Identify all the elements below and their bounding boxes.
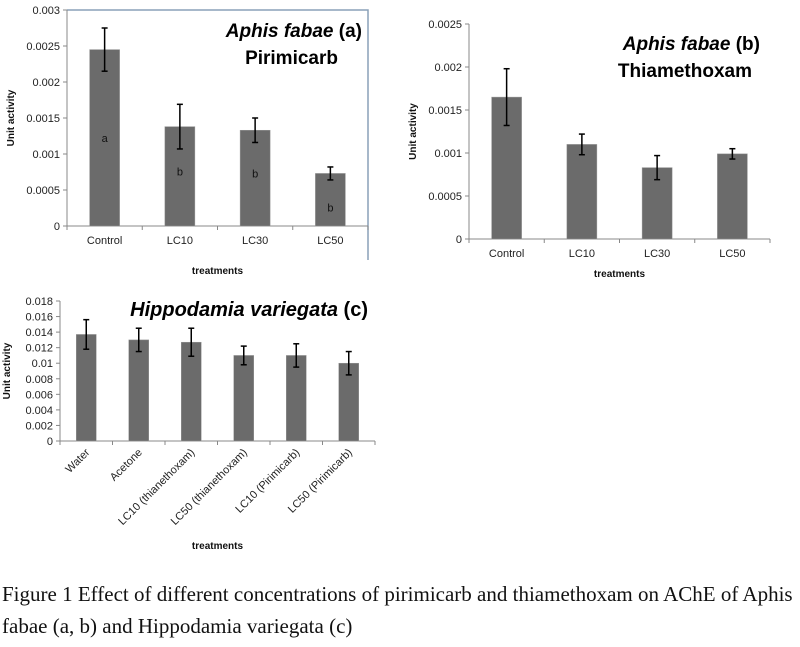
- error-bar: [83, 318, 90, 350]
- bar: [76, 334, 97, 442]
- y-tick-label: 0.003: [32, 5, 60, 17]
- significance-letter: b: [177, 166, 183, 178]
- chart-title: Aphis fabae (b): [622, 34, 760, 55]
- significance-letter: b: [252, 168, 258, 180]
- y-axis-label: Unit activity: [6, 89, 17, 146]
- chart-border: [67, 9, 369, 260]
- error-bar: [101, 27, 108, 72]
- y-tick-label: 0: [456, 234, 462, 246]
- bar: [286, 355, 307, 442]
- panel-label: (b): [730, 34, 760, 55]
- y-tick-label: 0.001: [434, 148, 462, 160]
- y-tick-label: 0.008: [25, 374, 53, 386]
- error-bar: [293, 343, 300, 368]
- y-tick-label: 0.016: [25, 312, 53, 324]
- error-bar: [188, 327, 195, 357]
- y-tick-label: 0.002: [434, 62, 462, 74]
- y-axis-label: Unit activity: [2, 342, 13, 399]
- y-tick-label: 0.018: [25, 296, 53, 308]
- y-tick-label: 0: [47, 436, 53, 448]
- y-tick-label: 0.006: [25, 389, 53, 401]
- chart-a: 0 0.0005 0.001 0.0015 0.002 0.0025 0.003 a Contr…: [6, 5, 369, 277]
- panel-label: (a): [334, 21, 363, 42]
- x-tick-label: LC50: [719, 248, 745, 260]
- chart-b: 0 0.0005 0.001 0.0015 0.002 0.0025 Control LC10…: [408, 19, 771, 280]
- x-tick-label: LC30: [644, 248, 670, 260]
- chart-title: Hippodamia variegata (c): [130, 299, 368, 321]
- species-name: Hippodamia variegata: [130, 299, 338, 321]
- x-tick-label: LC30: [242, 235, 268, 247]
- error-bar: [252, 117, 259, 144]
- significance-letter: a: [102, 133, 109, 145]
- x-tick-label: LC50: [317, 235, 343, 247]
- chart-subtitle: Thiamethoxam: [618, 61, 752, 82]
- bar: [233, 355, 254, 442]
- x-tick-label: Control: [489, 248, 524, 260]
- error-bar: [503, 67, 510, 127]
- chart-c: 0 0.002 0.004 0.006 0.008 0.01 0.012 0.014 0.016…: [2, 296, 376, 552]
- x-axis-label: treatments: [192, 266, 244, 277]
- y-tick-label: 0.004: [25, 405, 53, 417]
- bar: [181, 341, 202, 442]
- chart-subtitle: Pirimicarb: [245, 48, 338, 69]
- x-axis-label: treatments: [192, 541, 244, 552]
- error-bar: [176, 103, 183, 150]
- y-tick-label: 0.002: [25, 420, 53, 432]
- x-tick-label: LC10: [569, 248, 595, 260]
- bar: [315, 173, 346, 227]
- error-bar: [578, 133, 585, 156]
- bar: [566, 144, 598, 240]
- y-tick-label: 0: [54, 221, 60, 233]
- panel-label: (c): [338, 299, 368, 321]
- error-bar: [135, 327, 142, 353]
- y-tick-label: 0.0005: [26, 185, 60, 197]
- y-axis-label: Unit activity: [408, 103, 419, 160]
- x-tick-label: Control: [87, 235, 122, 247]
- significance-letter: b: [327, 203, 333, 215]
- error-bar: [654, 154, 661, 181]
- y-tick-label: 0.002: [32, 77, 60, 89]
- error-bar: [729, 147, 736, 160]
- species-name: Aphis fabae: [622, 34, 731, 55]
- y-tick-label: 0.012: [25, 343, 53, 355]
- y-tick-label: 0.0025: [428, 19, 462, 31]
- species-name: Aphis fabae: [225, 21, 334, 42]
- error-bar: [240, 345, 247, 366]
- x-tick-label: Acetone: [108, 447, 145, 484]
- y-tick-label: 0.01: [32, 358, 53, 370]
- bar: [128, 339, 149, 442]
- x-axis-label: treatments: [594, 269, 646, 280]
- x-tick-label: Water: [63, 446, 92, 475]
- y-tick-label: 0.0015: [428, 105, 462, 117]
- y-tick-label: 0.014: [25, 327, 53, 339]
- figure-caption: Figure 1 Effect of different concentrati…: [2, 582, 793, 638]
- bar: [717, 153, 748, 240]
- x-tick-label: LC10: [167, 235, 193, 247]
- y-tick-label: 0.001: [32, 149, 60, 161]
- chart-title: Aphis fabae (a): [225, 21, 362, 42]
- error-bar: [345, 350, 352, 376]
- y-tick-label: 0.0025: [26, 41, 60, 53]
- y-tick-label: 0.0005: [428, 191, 462, 203]
- error-bar: [327, 166, 334, 181]
- y-tick-label: 0.0015: [26, 113, 60, 125]
- bar: [89, 49, 120, 227]
